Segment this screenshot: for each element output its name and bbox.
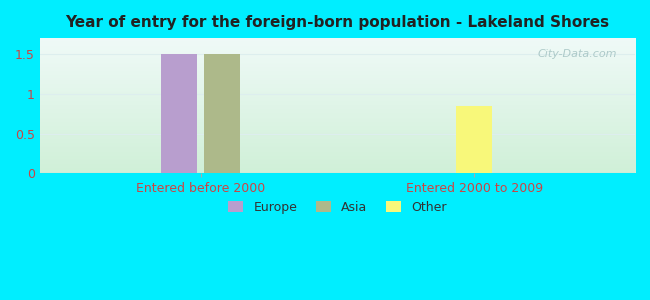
Bar [161, 54, 197, 173]
Title: Year of entry for the foreign-born population - Lakeland Shores: Year of entry for the foreign-born popul… [66, 15, 610, 30]
Bar [456, 106, 492, 173]
Text: City-Data.com: City-Data.com [538, 49, 617, 59]
Legend: Europe, Asia, Other: Europe, Asia, Other [224, 196, 452, 219]
Bar [204, 54, 240, 173]
